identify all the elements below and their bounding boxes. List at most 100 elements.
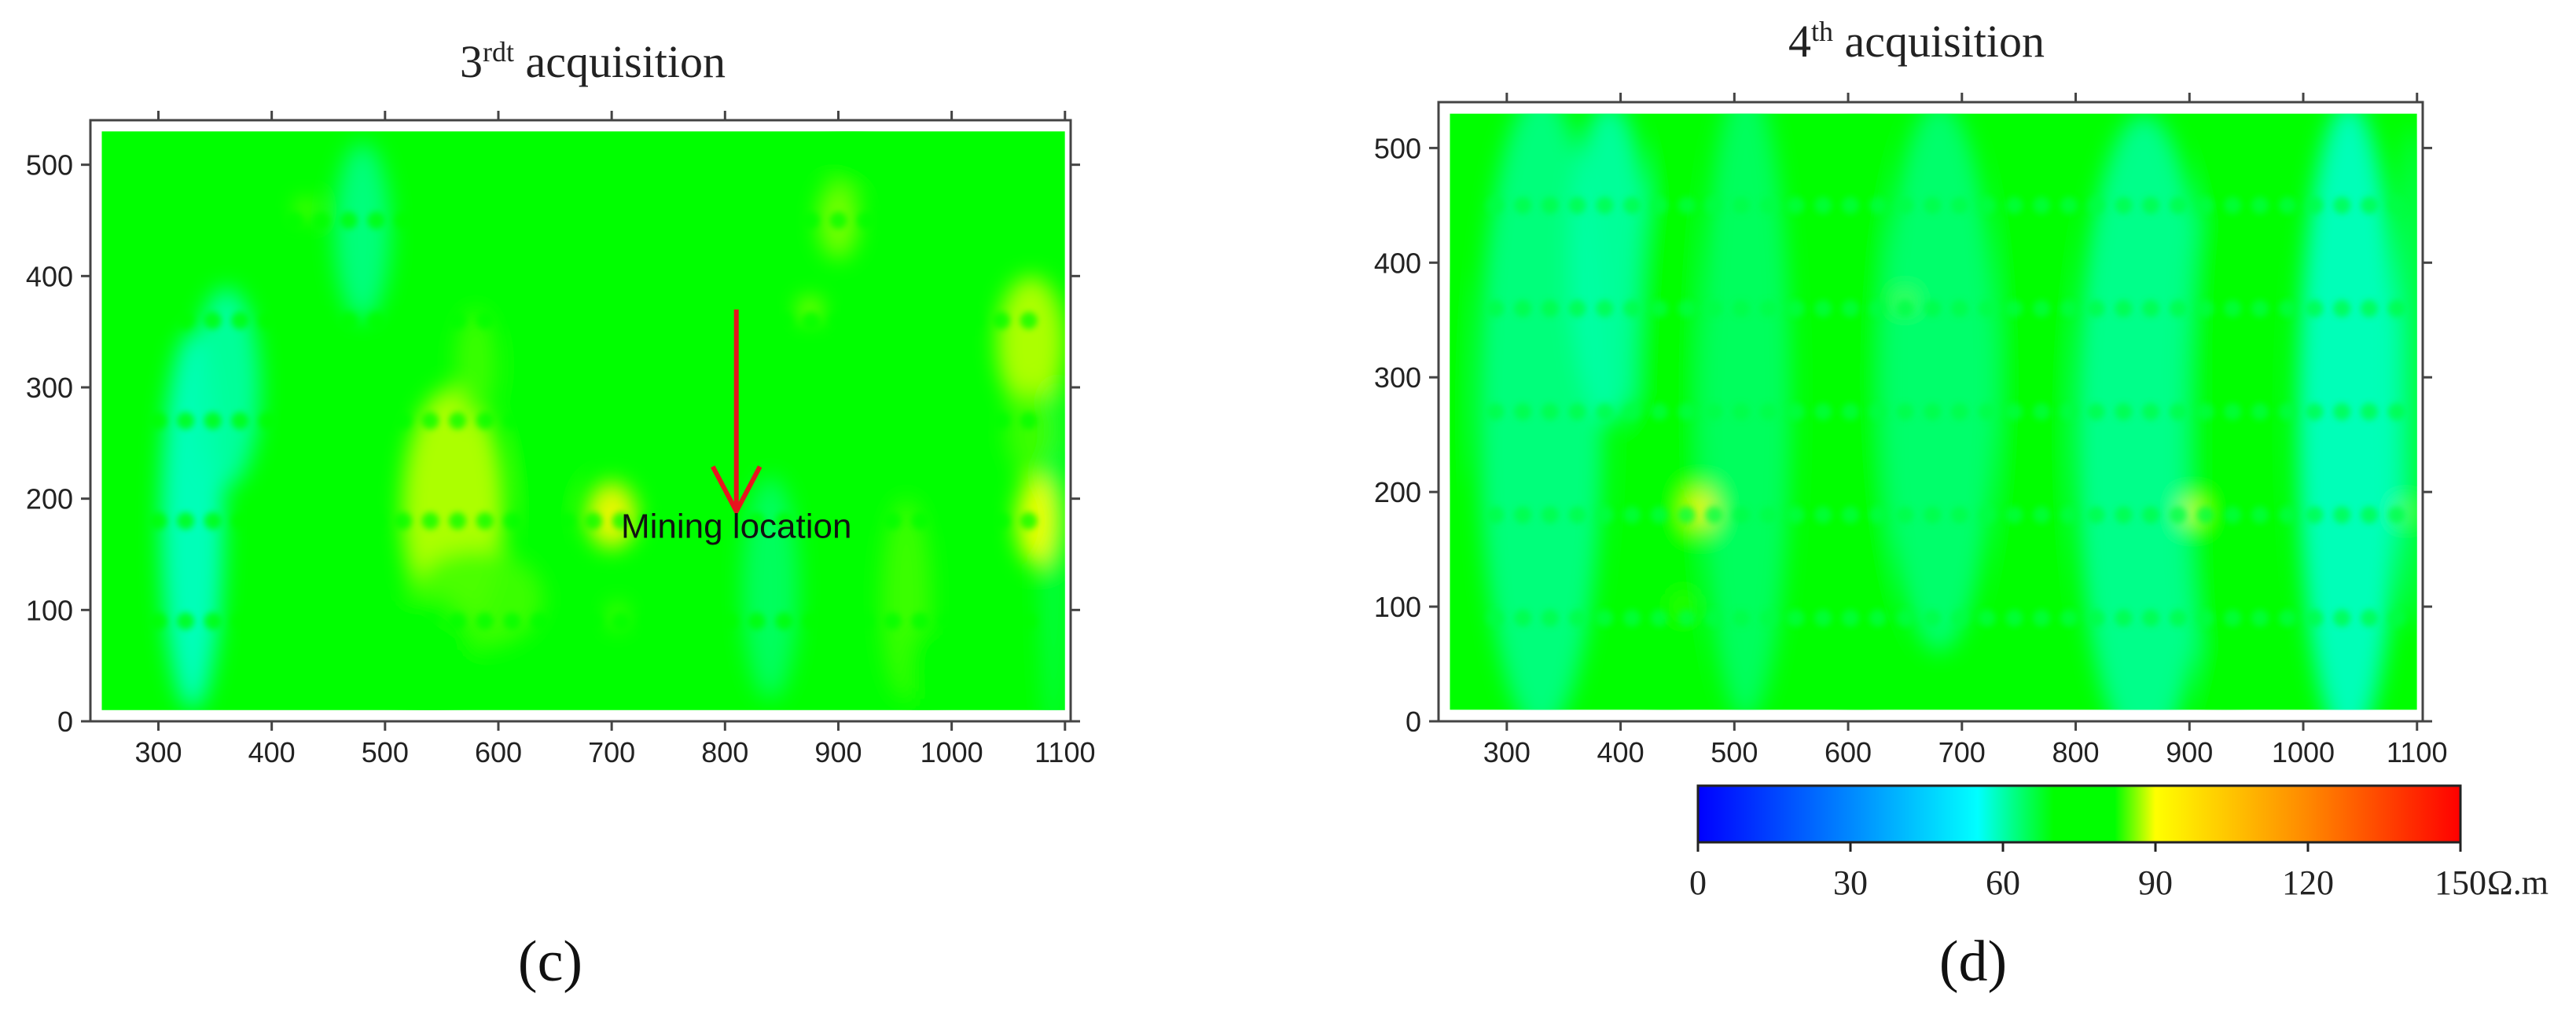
electrode-dot xyxy=(802,612,820,630)
x-tick-label: 700 xyxy=(588,736,635,768)
panel-c-field-patch xyxy=(586,482,637,549)
electrode-dot xyxy=(1705,299,1723,317)
electrode-dot xyxy=(340,312,358,329)
electrode-dot xyxy=(285,312,303,329)
electrode-dot xyxy=(748,312,766,329)
electrode-dot xyxy=(2033,403,2051,420)
electrode-dot xyxy=(313,412,331,430)
electrode-dot xyxy=(1733,506,1751,524)
electrode-dot xyxy=(557,211,575,229)
electrode-dot xyxy=(1678,299,1696,317)
electrode-dot xyxy=(340,211,358,229)
electrode-dot xyxy=(421,412,439,430)
electrode-dot xyxy=(2196,299,2214,317)
panel-d-electrode-dots xyxy=(1486,196,2405,627)
electrode-dot xyxy=(1841,403,1859,420)
electrode-dot xyxy=(1568,196,1586,214)
panel-d-title-rest: acquisition xyxy=(1833,16,2045,67)
electrode-dot xyxy=(313,211,331,229)
panel-c-title-main: 3 xyxy=(460,36,483,87)
electrode-dot xyxy=(258,612,276,630)
electrode-dot xyxy=(2060,403,2078,420)
electrode-dot xyxy=(1978,196,1996,214)
panel-c-field-patch xyxy=(1005,387,1056,477)
electrode-dot xyxy=(2224,196,2242,214)
x-tick-label: 700 xyxy=(1938,736,1986,768)
panel-d-4th-acquisition: 4th acquisition 300 400 500 600 700 800 900 100… xyxy=(1374,16,2448,994)
electrode-dot xyxy=(2169,609,2187,627)
electrode-dot xyxy=(2387,506,2405,524)
electrode-dot xyxy=(993,312,1011,329)
electrode-dot xyxy=(911,312,929,329)
electrode-dot xyxy=(2115,196,2133,214)
panel-d-title-sup: th xyxy=(1811,16,1833,47)
y-tick-label: 0 xyxy=(1406,706,1421,738)
panel-c-axes: 300 400 500 600 700 800 900 1000 1100 0 100 200 300 4… xyxy=(26,111,1096,768)
electrode-dot xyxy=(476,312,494,329)
electrode-dot xyxy=(938,612,956,630)
electrode-dot xyxy=(2142,506,2160,524)
panel-d-title: 4th acquisition xyxy=(1788,16,2045,67)
electrode-dot xyxy=(829,211,847,229)
panel-c-field-patch xyxy=(333,142,391,321)
electrode-dot xyxy=(2115,299,2133,317)
electrode-dot xyxy=(2060,196,2078,214)
electrode-dot xyxy=(857,312,875,329)
electrode-dot xyxy=(231,211,249,229)
electrode-dot xyxy=(313,312,331,329)
electrode-dot xyxy=(204,312,222,329)
y-tick-label: 100 xyxy=(26,594,73,626)
electrode-dot xyxy=(1759,196,1777,214)
panel-d-field-patch xyxy=(1632,136,1700,710)
electrode-dot xyxy=(1623,403,1641,420)
electrode-dot xyxy=(1541,403,1559,420)
x-tick-label: 400 xyxy=(248,736,296,768)
electrode-dot xyxy=(884,612,902,630)
x-tick-label: 300 xyxy=(1483,736,1531,768)
x-tick-label: 800 xyxy=(701,736,748,768)
electrode-dot xyxy=(1020,312,1038,329)
electrode-dot xyxy=(367,211,385,229)
electrode-dot xyxy=(177,211,195,229)
electrode-dot xyxy=(2333,609,2351,627)
colorbar-tick-label: 120 xyxy=(2282,864,2334,902)
colorbar-ticks: 0 30 60 90 120 150 xyxy=(1689,842,2486,902)
panel-c-field-patch xyxy=(455,309,497,421)
electrode-dot xyxy=(503,412,521,430)
electrode-dot xyxy=(2224,506,2242,524)
electrode-dot xyxy=(1623,506,1641,524)
electrode-dot xyxy=(829,412,847,430)
electrode-dot xyxy=(993,512,1011,530)
electrode-dot xyxy=(721,211,739,229)
electrode-dot xyxy=(1924,299,1942,317)
panel-d-field-patch xyxy=(1825,113,1894,710)
electrode-dot xyxy=(149,312,167,329)
electrode-dot xyxy=(2169,196,2187,214)
electrode-dot xyxy=(530,211,548,229)
electrode-dot xyxy=(721,312,739,329)
electrode-dot xyxy=(1978,299,1996,317)
electrode-dot xyxy=(1650,299,1668,317)
electrode-dot xyxy=(2251,403,2269,420)
electrode-dot xyxy=(530,312,548,329)
electrode-dot xyxy=(1814,196,1832,214)
electrode-dot xyxy=(1896,403,1914,420)
electrode-dot xyxy=(1020,211,1038,229)
colorbar-tick-label: 60 xyxy=(1986,864,2020,902)
electrode-dot xyxy=(1978,506,1996,524)
electrode-dot xyxy=(2333,196,2351,214)
electrode-dot xyxy=(884,211,902,229)
electrode-dot xyxy=(1869,506,1887,524)
electrode-dot xyxy=(612,412,630,430)
electrode-dot xyxy=(1814,403,1832,420)
electrode-dot xyxy=(1514,506,1532,524)
electrode-dot xyxy=(1869,196,1887,214)
electrode-dot xyxy=(639,312,657,329)
colorbar-unit: Ω.m xyxy=(2487,864,2548,902)
electrode-dot xyxy=(1623,609,1641,627)
electrode-dot xyxy=(2278,609,2296,627)
electrode-dot xyxy=(1623,299,1641,317)
electrode-dot xyxy=(2115,609,2133,627)
electrode-dot xyxy=(721,612,739,630)
